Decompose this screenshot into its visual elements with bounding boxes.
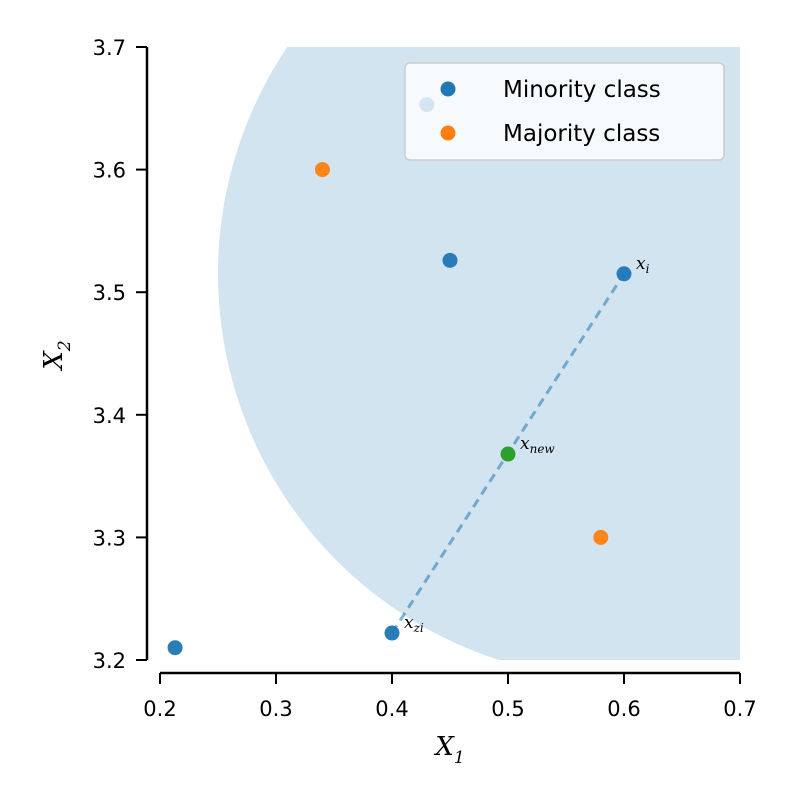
y-tick-label-4: 3.6 <box>93 159 126 183</box>
neighborhood-circle <box>218 47 740 660</box>
minority-point-2 <box>442 252 458 268</box>
annotation-x-new: xnew <box>520 434 555 456</box>
annotation-layer: xi xnew xzi <box>404 254 650 635</box>
y-ticks: 3.2 3.3 3.4 3.5 3.6 3.7 <box>93 36 147 673</box>
annotation-x-i: xi <box>636 254 650 276</box>
x-ticks: 0.2 0.3 0.4 0.5 0.6 0.7 <box>143 673 757 721</box>
majority-point-0 <box>314 162 330 178</box>
minority-point-1 <box>384 625 400 641</box>
y-tick-label-2: 3.4 <box>93 404 126 428</box>
x-tick-label-1: 0.3 <box>259 697 292 721</box>
y-axis-label: X2 <box>39 340 75 371</box>
points-layer <box>167 97 632 656</box>
legend-label-majority: Majority class <box>503 121 660 147</box>
y-tick-label-1: 3.3 <box>93 526 126 550</box>
x-tick-label-5: 0.7 <box>723 697 756 721</box>
x-tick-label-4: 0.6 <box>607 697 640 721</box>
y-tick-label-3: 3.5 <box>93 281 126 305</box>
y-tick-label-0: 3.2 <box>93 649 126 673</box>
minority-point-0 <box>167 640 183 656</box>
legend: Minority class Majority class <box>404 62 725 161</box>
legend-marker-minority <box>440 81 456 97</box>
legend-frame <box>404 62 725 161</box>
legend-marker-majority <box>440 125 456 141</box>
legend-label-minority: Minority class <box>503 77 661 103</box>
neighborhood-layer <box>218 47 740 660</box>
axes <box>145 47 740 675</box>
new-sample-point <box>500 446 516 462</box>
majority-point-1 <box>593 529 609 545</box>
annotation-x-zi: xzi <box>404 613 424 635</box>
x-tick-label-3: 0.5 <box>491 697 524 721</box>
x-tick-label-2: 0.4 <box>375 697 408 721</box>
y-tick-label-5: 3.7 <box>93 36 126 60</box>
x-axis-label: X1 <box>433 732 464 768</box>
x-tick-label-0: 0.2 <box>143 697 176 721</box>
minority-point-4 <box>616 266 632 282</box>
